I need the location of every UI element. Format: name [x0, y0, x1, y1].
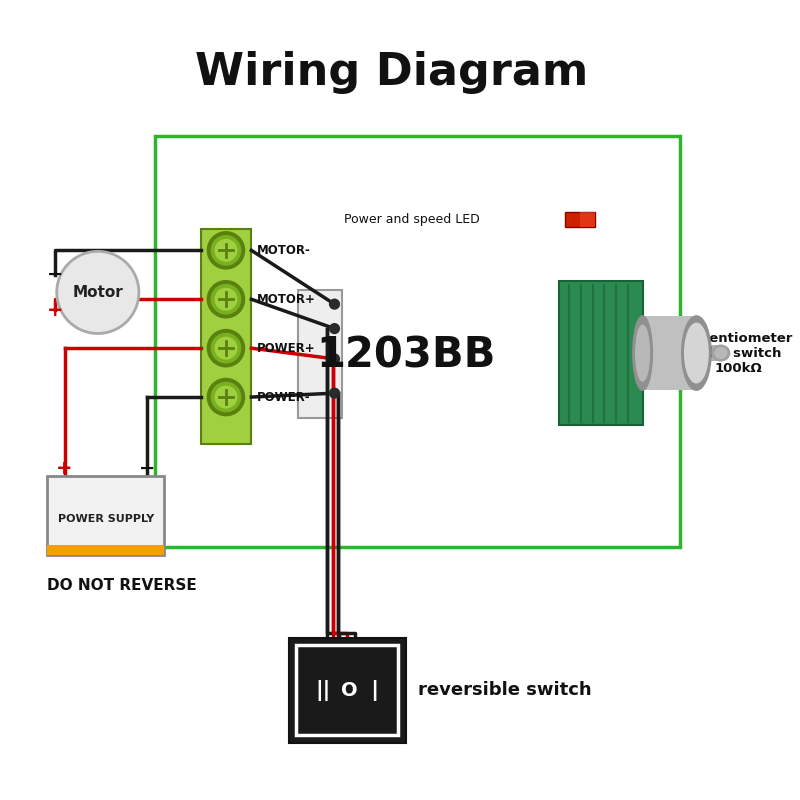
Ellipse shape — [633, 316, 652, 390]
Circle shape — [211, 236, 241, 265]
Circle shape — [211, 285, 241, 314]
Circle shape — [215, 289, 237, 310]
Text: +: + — [56, 459, 73, 478]
Bar — [289, 638, 406, 743]
Text: O: O — [341, 681, 358, 700]
Text: Potentiometer
with switch
100kΩ: Potentiometer with switch 100kΩ — [684, 331, 793, 374]
Text: Wiring Diagram: Wiring Diagram — [194, 51, 588, 94]
Circle shape — [57, 251, 139, 334]
Bar — [201, 229, 251, 444]
Text: |: | — [370, 680, 378, 701]
Text: POWER+: POWER+ — [258, 342, 316, 354]
Circle shape — [215, 338, 237, 359]
Circle shape — [330, 299, 339, 309]
Text: −: − — [138, 459, 155, 478]
Ellipse shape — [712, 346, 730, 361]
Text: ||: || — [315, 680, 330, 701]
Circle shape — [330, 388, 339, 398]
Text: MOTOR-: MOTOR- — [258, 244, 311, 257]
Text: −: − — [46, 266, 63, 284]
Text: +: + — [46, 301, 63, 319]
Circle shape — [211, 382, 241, 412]
Bar — [566, 212, 594, 227]
Circle shape — [211, 334, 241, 363]
Ellipse shape — [636, 325, 650, 381]
Text: Power and speed LED: Power and speed LED — [343, 213, 479, 226]
Text: reversible switch: reversible switch — [418, 682, 591, 699]
Circle shape — [207, 330, 245, 366]
Bar — [154, 136, 680, 546]
Bar — [298, 290, 342, 418]
Ellipse shape — [715, 348, 726, 358]
Text: POWER-: POWER- — [258, 390, 311, 403]
Circle shape — [207, 232, 245, 269]
Circle shape — [207, 378, 245, 416]
Text: POWER SUPPLY: POWER SUPPLY — [58, 514, 154, 524]
Text: DO NOT REVERSE: DO NOT REVERSE — [47, 578, 197, 594]
Bar — [296, 646, 398, 735]
Ellipse shape — [685, 323, 708, 382]
Circle shape — [207, 281, 245, 318]
Bar — [580, 212, 594, 227]
Text: MOTOR+: MOTOR+ — [258, 293, 316, 306]
Text: Motor: Motor — [73, 285, 123, 300]
Bar — [47, 545, 164, 554]
Circle shape — [330, 354, 339, 364]
Bar — [696, 346, 721, 361]
Circle shape — [215, 386, 237, 408]
Text: 1203BB: 1203BB — [316, 335, 495, 377]
Circle shape — [330, 324, 339, 334]
Bar — [642, 316, 696, 390]
Circle shape — [215, 239, 237, 261]
Bar — [47, 476, 164, 554]
Ellipse shape — [682, 316, 711, 390]
Bar — [559, 281, 642, 426]
